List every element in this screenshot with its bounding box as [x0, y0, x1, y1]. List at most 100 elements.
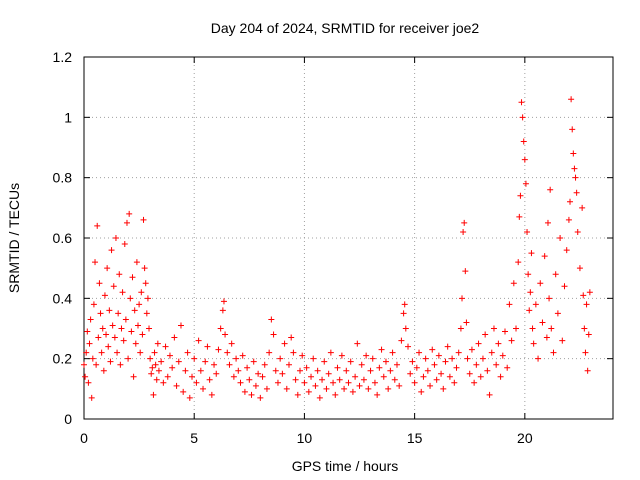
data-point — [349, 388, 356, 395]
data-point — [396, 382, 403, 389]
data-point — [570, 150, 577, 157]
data-point — [97, 310, 104, 317]
data-point — [576, 265, 583, 272]
data-point — [521, 156, 528, 163]
data-point — [127, 295, 134, 302]
data-point — [235, 367, 242, 374]
data-point — [418, 388, 425, 395]
data-point — [527, 289, 534, 296]
data-point — [230, 373, 237, 380]
data-point — [378, 346, 385, 353]
data-point — [584, 367, 591, 374]
data-point — [438, 370, 445, 377]
data-point — [365, 385, 372, 392]
data-point — [266, 349, 273, 356]
data-point — [510, 280, 517, 287]
data-point — [109, 322, 116, 329]
data-point — [343, 367, 350, 374]
data-point — [567, 198, 574, 205]
data-point — [90, 301, 97, 308]
data-point — [219, 307, 226, 314]
data-point — [374, 391, 381, 398]
data-point — [422, 355, 429, 362]
data-point — [363, 352, 370, 359]
data-point — [522, 180, 529, 187]
data-point — [297, 367, 304, 374]
data-point — [334, 364, 341, 371]
grid-lines — [84, 57, 613, 419]
data-point — [376, 364, 383, 371]
data-point — [285, 361, 292, 368]
data-point — [429, 346, 436, 353]
data-point — [151, 349, 158, 356]
data-point — [367, 367, 374, 374]
data-point — [393, 361, 400, 368]
data-point — [111, 334, 118, 341]
data-point — [581, 325, 588, 332]
data-point — [135, 322, 142, 329]
data-point — [81, 361, 87, 368]
data-point — [316, 394, 323, 401]
data-point — [358, 361, 365, 368]
data-point — [149, 364, 156, 371]
data-point — [204, 343, 211, 350]
data-point — [222, 331, 229, 338]
data-point — [182, 367, 189, 374]
data-point — [520, 138, 527, 145]
data-point — [356, 382, 363, 389]
data-point — [543, 334, 550, 341]
data-point — [462, 268, 469, 275]
data-point — [490, 325, 497, 332]
data-point — [405, 343, 412, 350]
data-point — [352, 373, 359, 380]
data-point — [308, 373, 315, 380]
y-tick-label: 0 — [64, 411, 72, 427]
data-point — [354, 340, 361, 347]
data-point — [526, 307, 533, 314]
y-axis-label: SRMTID / TECUs — [6, 183, 22, 293]
data-point — [338, 352, 345, 359]
data-point — [120, 337, 127, 344]
data-point — [283, 385, 290, 392]
data-point — [400, 310, 407, 317]
data-point — [568, 96, 575, 103]
data-point — [484, 367, 491, 374]
data-point — [133, 259, 140, 266]
data-point — [413, 364, 420, 371]
data-point — [572, 174, 579, 181]
y-tick-label: 0.4 — [53, 290, 73, 306]
data-point — [535, 355, 542, 362]
data-point — [299, 352, 306, 359]
data-point — [166, 352, 173, 359]
data-point — [532, 301, 539, 308]
data-point — [401, 301, 408, 308]
data-point — [407, 370, 414, 377]
data-point — [100, 367, 107, 374]
data-point — [263, 385, 270, 392]
data-point — [544, 219, 551, 226]
data-point — [380, 373, 387, 380]
data-point — [301, 379, 308, 386]
data-point — [108, 247, 115, 254]
data-point — [580, 292, 587, 299]
data-point — [464, 355, 471, 362]
data-point — [150, 391, 157, 398]
data-point — [173, 382, 180, 389]
data-point — [250, 358, 257, 365]
data-point — [136, 301, 143, 308]
data-point — [82, 373, 89, 380]
data-point — [497, 373, 504, 380]
data-point — [257, 394, 264, 401]
data-point — [449, 355, 456, 362]
data-point — [524, 228, 531, 235]
data-point — [288, 334, 295, 341]
data-point — [459, 295, 466, 302]
data-point — [147, 355, 154, 362]
data-point — [579, 204, 586, 211]
data-point — [268, 316, 275, 323]
data-point — [130, 373, 137, 380]
data-point — [332, 391, 339, 398]
data-point — [453, 364, 460, 371]
y-tick-label: 0.6 — [53, 230, 73, 246]
